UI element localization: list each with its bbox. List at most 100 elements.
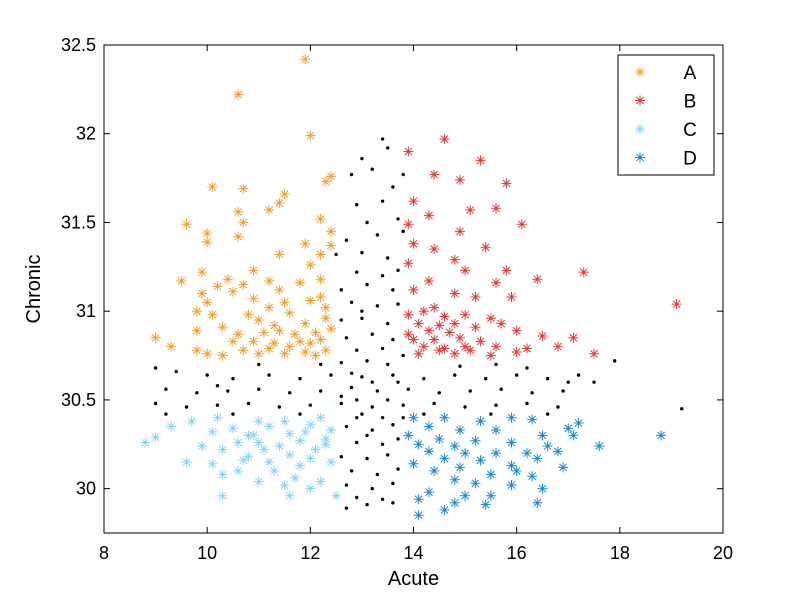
data-point — [295, 277, 306, 288]
data-point — [248, 265, 259, 276]
data-point — [153, 366, 158, 370]
data-point — [527, 414, 538, 425]
data-point — [475, 336, 486, 347]
data-point — [325, 240, 336, 251]
data-point — [460, 309, 471, 320]
data-point — [310, 444, 321, 455]
data-point — [320, 439, 331, 450]
data-point — [470, 478, 481, 489]
data-point — [439, 412, 450, 423]
data-point — [365, 456, 369, 461]
data-point — [360, 316, 364, 320]
data-point — [315, 412, 326, 423]
data-point — [470, 291, 481, 302]
data-point — [418, 306, 429, 317]
data-point — [460, 341, 471, 352]
data-point — [233, 206, 244, 217]
data-point — [186, 416, 197, 427]
data-point — [380, 137, 385, 141]
data-point — [339, 288, 343, 292]
data-point — [401, 353, 405, 358]
data-point — [454, 425, 465, 436]
data-point — [300, 318, 311, 329]
data-point — [202, 236, 213, 247]
data-point — [253, 416, 264, 427]
data-point — [401, 229, 405, 234]
data-point — [511, 346, 522, 357]
data-point — [491, 425, 502, 436]
data-point — [295, 460, 306, 471]
data-point — [403, 146, 414, 157]
data-point — [365, 433, 369, 438]
data-point — [205, 373, 209, 377]
y-tick-label: 32.5 — [61, 35, 96, 55]
data-point — [680, 407, 684, 411]
data-point — [573, 417, 584, 428]
data-point — [449, 474, 460, 485]
data-point — [485, 350, 496, 361]
data-point — [267, 373, 271, 377]
y-axis-label: Chronic — [23, 255, 45, 324]
data-point — [484, 376, 488, 381]
data-point — [253, 476, 264, 487]
data-point — [231, 376, 235, 381]
data-point — [537, 483, 548, 494]
data-point — [279, 348, 290, 359]
data-point — [386, 321, 390, 326]
x-tick-label: 18 — [610, 543, 630, 563]
legend-marker-C — [635, 124, 645, 134]
data-point — [279, 297, 290, 308]
data-point — [305, 483, 316, 494]
data-point — [671, 299, 682, 310]
data-point — [391, 501, 395, 505]
data-point — [396, 467, 400, 471]
data-point — [475, 155, 486, 166]
data-point — [264, 276, 275, 287]
data-point — [305, 260, 316, 271]
data-point — [331, 490, 342, 501]
data-point — [233, 329, 244, 340]
data-point — [422, 376, 426, 381]
data-point — [396, 380, 400, 384]
data-point — [491, 203, 502, 214]
legend-label: C — [683, 120, 697, 141]
data-point — [355, 495, 359, 500]
data-point — [320, 313, 331, 324]
data-point — [150, 432, 161, 443]
data-point — [339, 454, 343, 459]
data-point — [279, 480, 290, 491]
data-point — [530, 391, 534, 395]
legend-label: A — [684, 63, 697, 84]
data-point — [197, 441, 208, 452]
data-point — [545, 376, 550, 381]
data-point — [370, 332, 374, 336]
data-point — [315, 476, 326, 487]
data-point — [386, 256, 390, 260]
data-point — [295, 336, 306, 347]
data-point — [233, 465, 244, 476]
data-point — [212, 281, 223, 292]
data-point — [310, 350, 321, 361]
data-point — [525, 366, 529, 370]
data-point — [320, 345, 331, 356]
data-point — [380, 497, 385, 501]
data-point — [176, 276, 187, 287]
data-point — [365, 502, 369, 507]
data-point — [396, 302, 400, 306]
data-point — [166, 341, 177, 352]
data-point — [494, 403, 498, 407]
data-point — [460, 265, 471, 276]
legend-label: B — [684, 92, 697, 113]
data-point — [458, 364, 462, 368]
data-point — [231, 412, 235, 416]
data-point — [289, 472, 300, 483]
legend-marker-A — [635, 67, 645, 77]
data-point — [227, 336, 238, 347]
data-point — [396, 437, 400, 441]
data-point — [449, 288, 460, 299]
data-point — [248, 293, 259, 304]
data-point — [521, 448, 532, 459]
data-point — [370, 380, 374, 384]
data-point — [485, 490, 496, 501]
data-point — [532, 274, 543, 285]
